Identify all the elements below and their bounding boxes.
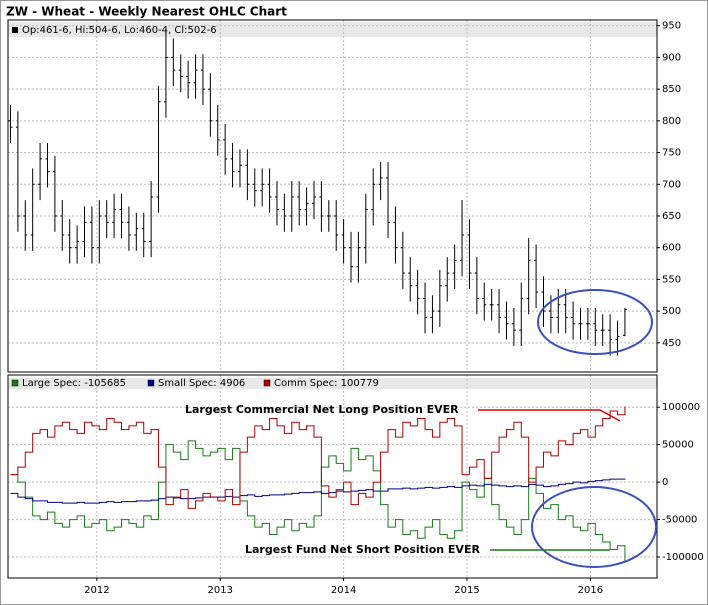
series-line — [10, 406, 626, 509]
cot-panel-frame — [7, 374, 658, 579]
y-tick-label: 950 — [662, 21, 681, 32]
legend-swatch — [12, 27, 18, 33]
y-tick-label: 450 — [662, 338, 681, 349]
y-tick-label: 0 — [662, 477, 668, 488]
annotation: Largest Commercial Net Long Position EVE… — [185, 403, 459, 416]
annotation-line — [478, 409, 621, 422]
series-line — [10, 440, 626, 562]
highlight-ellipse — [531, 486, 657, 568]
x-tick-label: 2016 — [578, 585, 603, 596]
x-tick-label: 2012 — [84, 585, 109, 596]
annotation: Largest Fund Net Short Position EVER — [245, 543, 480, 556]
legend-swatch — [263, 379, 271, 387]
highlight-ellipse — [537, 289, 653, 355]
y-tick-label: 600 — [662, 243, 681, 254]
legend-swatch — [11, 379, 19, 387]
y-tick-label: 750 — [662, 148, 681, 159]
y-tick-label: 100000 — [662, 402, 700, 413]
x-tick-label: 2014 — [331, 585, 356, 596]
y-tick-label: 850 — [662, 84, 681, 95]
legend-text: Small Spec: 4906 — [158, 378, 245, 389]
legend-band — [8, 22, 657, 37]
x-tick-label: 2015 — [454, 585, 479, 596]
price-panel-frame — [7, 19, 658, 373]
y-tick-label: 800 — [662, 116, 681, 127]
y-tick-label: 550 — [662, 274, 681, 285]
legend-text: Comm Spec: 100779 — [274, 378, 379, 389]
legend-swatch — [147, 379, 155, 387]
y-tick-label: -50000 — [662, 515, 697, 526]
y-tick-label: 500 — [662, 306, 681, 317]
chart-title: ZW - Wheat - Weekly Nearest OHLC Chart — [6, 5, 287, 19]
x-tick-label: 2013 — [207, 585, 232, 596]
legend-text: Large Spec: -105685 — [22, 378, 126, 389]
y-tick-label: 50000 — [662, 440, 694, 451]
legend-band — [8, 378, 657, 389]
y-tick-label: 650 — [662, 211, 681, 222]
y-tick-label: 700 — [662, 179, 681, 190]
y-tick-label: 900 — [662, 52, 681, 63]
legend-text: Op:461-6, Hi:504-6, Lo:460-4, Cl:502-6 — [22, 25, 217, 36]
y-tick-label: -100000 — [662, 552, 704, 563]
